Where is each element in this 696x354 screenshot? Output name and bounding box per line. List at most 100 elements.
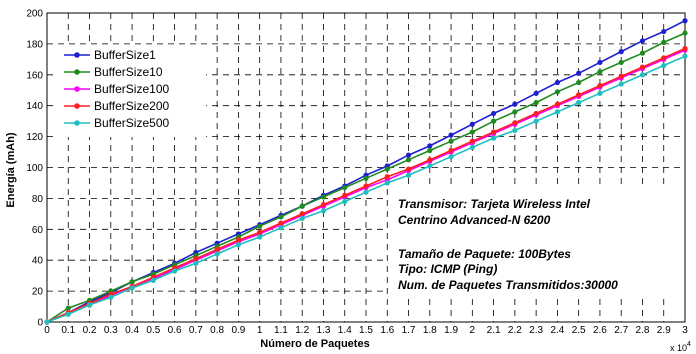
- legend-swatch-marker: [74, 86, 80, 92]
- data-point: [384, 166, 390, 172]
- data-point: [491, 118, 497, 124]
- data-point: [150, 277, 156, 283]
- y-tick-label: 80: [32, 194, 44, 205]
- data-point: [427, 143, 433, 149]
- x-tick-label: 2.4: [550, 325, 564, 336]
- data-point: [597, 83, 603, 89]
- data-point: [320, 201, 327, 208]
- data-point: [576, 92, 582, 98]
- x-tick-label: 0.2: [83, 325, 97, 336]
- y-tick-label: 100: [26, 163, 43, 174]
- x-tick-label: 1.9: [444, 325, 458, 336]
- y-tick-label: 180: [26, 39, 43, 50]
- y-axis-label: Energía (mAh): [5, 132, 17, 208]
- x-tick-label: 1.5: [359, 325, 373, 336]
- data-point: [512, 120, 518, 126]
- data-point: [108, 294, 114, 300]
- data-point: [533, 110, 539, 117]
- data-point: [469, 138, 475, 144]
- x-tick-label: 0.7: [189, 325, 203, 336]
- data-point: [257, 223, 263, 229]
- y-tick-label: 60: [32, 225, 44, 236]
- data-point: [618, 81, 624, 87]
- data-point: [533, 100, 539, 106]
- data-point: [639, 64, 646, 70]
- data-point: [363, 175, 369, 181]
- data-point: [320, 194, 327, 200]
- y-tick-label: 0: [37, 318, 43, 329]
- data-point: [554, 89, 561, 95]
- data-point: [299, 211, 305, 217]
- x-tick-label: 2.9: [657, 325, 671, 336]
- data-point: [576, 100, 582, 106]
- x-tick-label: 2.7: [614, 325, 628, 336]
- annotation-background: [388, 188, 680, 296]
- x-multiplier-label: x 104: [670, 341, 691, 353]
- data-point: [278, 225, 284, 231]
- data-point: [512, 101, 518, 107]
- x-tick-label: 3: [682, 325, 688, 336]
- data-point: [597, 90, 603, 96]
- data-point: [278, 214, 284, 220]
- data-point: [342, 184, 348, 191]
- data-point: [491, 110, 497, 117]
- data-point: [384, 174, 390, 180]
- data-point: [533, 90, 539, 96]
- data-point: [448, 132, 454, 138]
- legend: BufferSize1 BufferSize10 BufferSize100 Buff…: [58, 45, 206, 137]
- data-point: [320, 208, 327, 214]
- data-point: [597, 69, 603, 75]
- x-tick-label: 2: [470, 325, 476, 336]
- x-tick-label: 1.8: [423, 325, 437, 336]
- x-axis-ticks: 0 0.1 0.2 0.3 0.4 0.5 0.6 0.7 0.8 0.9 1 1.1 1.2 1.3 1.…: [44, 325, 688, 336]
- series-BufferSize500: [44, 53, 688, 325]
- x-tick-label: 2.3: [529, 325, 543, 336]
- x-tick-label: 1.6: [380, 325, 394, 336]
- legend-label: BufferSize1: [94, 48, 156, 62]
- x-tick-label: 2.1: [487, 325, 501, 336]
- data-point: [342, 198, 348, 205]
- data-point: [512, 127, 518, 134]
- y-axis-ticks: 0 20 40 60 80 100 120 140 160 180 200: [26, 9, 43, 329]
- data-point: [384, 180, 390, 186]
- data-point: [193, 256, 199, 262]
- data-point: [405, 157, 412, 163]
- x-tick-label: 0.4: [125, 325, 139, 336]
- plot-frame: [46, 12, 686, 323]
- x-tick-label: 0.1: [61, 325, 75, 336]
- annotation-line-2: Centrino Advanced-N 6200: [398, 213, 551, 227]
- data-point: [405, 172, 412, 178]
- data-point: [639, 50, 646, 56]
- y-tick-label: 200: [26, 9, 43, 20]
- data-point: [172, 268, 178, 274]
- data-point: [682, 45, 688, 52]
- annotation-line-5: Num. de Paquetes Transmitidos:30000: [398, 278, 618, 292]
- data-point: [129, 285, 135, 291]
- data-point: [448, 154, 454, 160]
- legend-swatch-marker: [74, 103, 80, 109]
- annotation-line-3: Tamaño de Paquete: 100Bytes: [398, 247, 571, 261]
- data-point: [639, 72, 646, 78]
- data-point: [682, 30, 688, 36]
- x-tick-label: 0.8: [210, 325, 224, 336]
- x-tick-label: 1.1: [274, 325, 288, 336]
- data-point: [214, 251, 220, 257]
- y-tick-label: 20: [32, 287, 44, 298]
- series-BufferSize10: [44, 30, 688, 325]
- data-point: [257, 229, 263, 235]
- data-point: [554, 109, 561, 115]
- annotation-box: Transmisor: Tarjeta Wireless Intel Centr…: [388, 188, 680, 296]
- legend-swatch-marker: [74, 120, 80, 126]
- x-tick-label: 0: [44, 325, 50, 336]
- data-point: [278, 220, 284, 226]
- data-point: [405, 152, 412, 158]
- data-point: [235, 237, 241, 243]
- x-tick-label: 1.4: [338, 325, 352, 336]
- x-tick-label: 0.5: [146, 325, 160, 336]
- data-point: [576, 79, 582, 86]
- data-point: [576, 70, 582, 76]
- data-point: [299, 203, 305, 209]
- data-point: [257, 234, 263, 240]
- data-point: [235, 242, 241, 248]
